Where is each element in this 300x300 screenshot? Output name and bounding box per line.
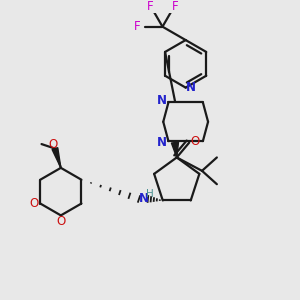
Text: N: N xyxy=(186,81,196,94)
Text: O: O xyxy=(56,215,65,228)
Text: O: O xyxy=(190,135,200,148)
Polygon shape xyxy=(171,142,178,158)
Text: F: F xyxy=(172,0,178,13)
Text: N: N xyxy=(157,136,167,149)
Text: N: N xyxy=(139,193,148,206)
Text: O: O xyxy=(29,197,38,210)
Text: O: O xyxy=(49,138,58,151)
Text: F: F xyxy=(147,0,153,13)
Text: H: H xyxy=(146,189,154,199)
Text: N: N xyxy=(157,94,167,107)
Text: F: F xyxy=(134,20,141,33)
Polygon shape xyxy=(52,148,61,168)
